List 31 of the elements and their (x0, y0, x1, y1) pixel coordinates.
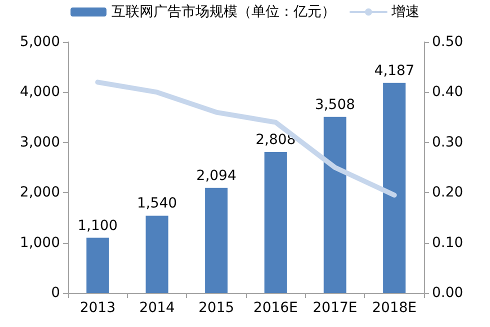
y-tick-label: 1,000 (20, 234, 60, 251)
y2-tick-label: 0.20 (432, 184, 464, 201)
bar (264, 152, 287, 293)
y-tick-label: 4,000 (20, 84, 60, 100)
y2-tick-label: 0.30 (432, 134, 464, 150)
x-tick-label: 2013 (80, 300, 116, 316)
data-label: 3,508 (314, 96, 356, 113)
bar (86, 238, 109, 293)
y-tick-label: 0 (51, 285, 60, 301)
x-tick-label: 2017E (312, 300, 358, 316)
x-tick-label: 2014 (139, 300, 175, 316)
y2-tick-label: 0.00 (432, 285, 464, 301)
data-label: 1,540 (136, 196, 178, 212)
x-tick-label: 2015 (198, 300, 234, 316)
legend-label: 增速 (390, 4, 420, 20)
x-tick-label: 2016E (253, 300, 298, 316)
data-label: 4,187 (374, 62, 414, 79)
y-tick-label: 2,000 (20, 184, 60, 201)
y-tick-label: 5,000 (20, 34, 60, 50)
bar (146, 216, 168, 293)
y2-tick-label: 0.40 (432, 84, 464, 100)
bar (383, 82, 406, 293)
bar (205, 188, 228, 293)
y2-tick-label: 0.10 (432, 234, 464, 251)
data-label: 2,094 (196, 168, 236, 184)
bar (324, 116, 346, 293)
x-tick-label: 2018E (372, 300, 417, 316)
data-label: 1,100 (78, 218, 118, 234)
y-tick-label: 3,000 (20, 134, 60, 150)
y2-tick-label: 0.50 (432, 34, 464, 50)
legend-label: 互联网广告市场规模（单位：亿元） (112, 4, 336, 20)
